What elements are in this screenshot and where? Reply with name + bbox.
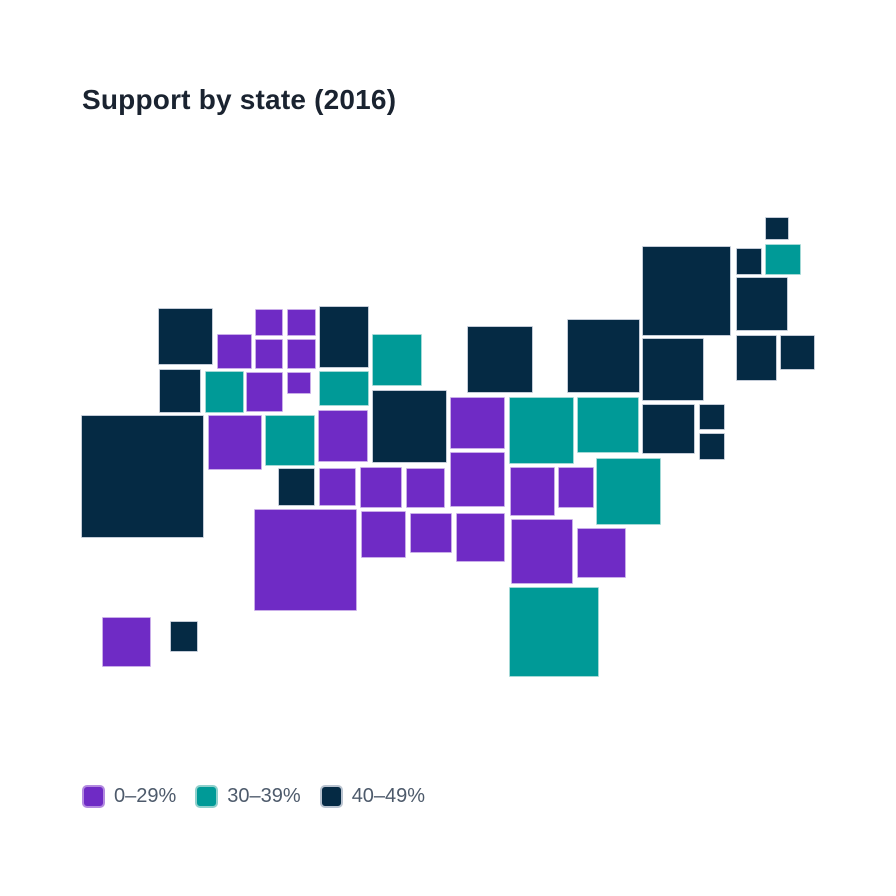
state-tile-md[interactable] [642, 404, 695, 454]
state-tile-tx[interactable] [254, 509, 357, 611]
state-tile-fl[interactable] [509, 587, 599, 677]
state-tile-nc[interactable] [596, 458, 661, 525]
legend-label-mid: 30–39% [227, 785, 301, 807]
state-tile-in[interactable] [450, 397, 505, 449]
state-tile-me[interactable] [765, 217, 789, 240]
state-tile-mo[interactable] [318, 410, 368, 462]
state-tile-de[interactable] [699, 404, 725, 430]
legend-swatch-high-icon [319, 785, 343, 808]
state-tile-az[interactable] [208, 415, 262, 470]
legend-item-mid: 30–39% [195, 785, 301, 808]
state-tile-sc[interactable] [577, 528, 626, 578]
state-tile-wi[interactable] [372, 334, 422, 386]
state-tile-ar[interactable] [406, 468, 445, 508]
state-tile-id[interactable] [217, 334, 252, 369]
legend-label-low: 0–29% [114, 785, 177, 807]
state-tile-nd[interactable] [287, 309, 316, 336]
state-tile-wv[interactable] [558, 467, 594, 508]
state-tile-wy[interactable] [255, 339, 283, 369]
state-tile-ok[interactable] [360, 467, 402, 508]
state-tile-ky[interactable] [510, 467, 555, 516]
state-tile-tn[interactable] [450, 452, 505, 507]
state-tile-al[interactable] [456, 513, 505, 562]
state-tile-ks[interactable] [319, 468, 356, 506]
state-tile-ny[interactable] [642, 246, 731, 336]
state-tile-nh[interactable] [765, 244, 801, 275]
state-tile-mi[interactable] [467, 326, 533, 393]
state-tile-dc[interactable] [699, 433, 725, 460]
state-tile-mn[interactable] [319, 306, 369, 368]
state-tile-pa[interactable] [567, 319, 640, 393]
chart-title: Support by state (2016) [82, 84, 397, 115]
legend-swatch-mid-icon [195, 785, 219, 808]
state-tile-mt[interactable] [255, 309, 283, 336]
state-tile-il[interactable] [372, 390, 447, 463]
state-tile-ne[interactable] [287, 372, 311, 394]
state-tile-co[interactable] [265, 415, 315, 466]
state-tile-ct[interactable] [736, 335, 777, 381]
legend-item-low: 0–29% [82, 785, 176, 808]
state-tile-wa[interactable] [158, 308, 213, 365]
state-tile-nm[interactable] [278, 468, 315, 506]
state-tile-nv[interactable] [205, 371, 244, 413]
state-tile-ri[interactable] [780, 335, 815, 370]
state-tile-ca[interactable] [81, 415, 204, 538]
state-tile-ma[interactable] [736, 277, 788, 331]
state-tile-ms[interactable] [410, 513, 452, 553]
legend-swatch-low-icon [82, 785, 105, 808]
legend-item-high: 40–49% [319, 785, 426, 808]
state-tile-ak[interactable] [102, 617, 151, 667]
state-tile-sd[interactable] [287, 339, 316, 369]
state-tile-vt[interactable] [736, 248, 762, 275]
state-tile-or[interactable] [159, 369, 201, 413]
state-tile-ut[interactable] [246, 372, 283, 412]
state-tile-hi[interactable] [170, 621, 198, 652]
state-tile-ga[interactable] [511, 519, 573, 584]
legend-label-high: 40–49% [351, 785, 426, 807]
legend: 0–29% 30–39% 40–49% [82, 785, 444, 808]
state-tile-nj[interactable] [642, 338, 704, 401]
state-tile-va[interactable] [577, 397, 639, 453]
state-tile-ia[interactable] [319, 371, 369, 406]
state-tile-la[interactable] [361, 511, 406, 558]
state-tile-oh[interactable] [509, 397, 574, 464]
